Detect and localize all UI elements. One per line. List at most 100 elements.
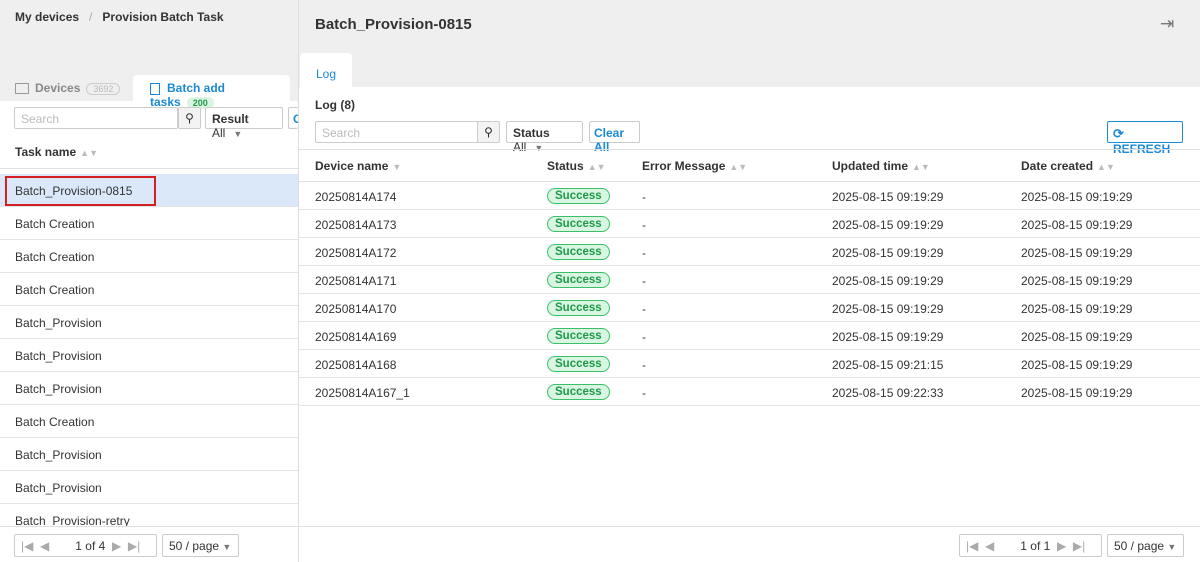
- cell: 2025-08-15 09:19:29: [1021, 386, 1133, 400]
- page-size[interactable]: 50 / page ▼: [1107, 534, 1184, 557]
- task-row[interactable]: Batch Creation: [0, 273, 298, 306]
- task-name: Batch_Provision-0815: [4, 176, 157, 206]
- header-text: Date created: [1021, 159, 1094, 173]
- tab-label: Batch add tasks: [150, 81, 226, 109]
- page-size[interactable]: 50 / page ▼: [162, 534, 239, 557]
- cell: 20250814A173: [315, 218, 397, 232]
- cell: 2025-08-15 09:21:15: [832, 358, 944, 372]
- status-badge: Success: [547, 384, 610, 400]
- search-button[interactable]: ⚲: [477, 121, 500, 143]
- cell: -: [642, 190, 646, 204]
- column-header: Device name ▼: [315, 159, 401, 173]
- task-row[interactable]: Batch_Provision: [0, 306, 298, 339]
- task-row[interactable]: Batch_Provision-0815: [0, 174, 298, 207]
- table-row: 20250814A172 Success - 2025-08-15 09:19:29 2…: [299, 238, 1200, 266]
- table-row: 20250814A169 Success - 2025-08-15 09:19:29 2…: [299, 322, 1200, 350]
- task-row[interactable]: Batch_Provision: [0, 438, 298, 471]
- page-total: of 1: [1030, 539, 1051, 553]
- pagination: |◀ ◀ 1 of 4 ▶ ▶|: [14, 534, 157, 557]
- cell: -: [642, 386, 646, 400]
- table-row: 20250814A174 Success - 2025-08-15 09:19:29 2…: [299, 182, 1200, 210]
- table-row: 20250814A170 Success - 2025-08-15 09:19:29 2…: [299, 294, 1200, 322]
- cell: 20250814A170: [315, 302, 397, 316]
- result-filter[interactable]: Result All ▼: [205, 107, 283, 140]
- tab-devices[interactable]: Devices 3692: [15, 81, 121, 95]
- status-badge: Success: [547, 272, 610, 288]
- sort-icon: ▲▼: [912, 162, 930, 172]
- tab-log[interactable]: Log: [300, 53, 352, 88]
- breadcrumb-current: Provision Batch Task: [102, 10, 224, 24]
- task-name: Batch_Provision: [15, 481, 102, 495]
- breadcrumb: My devices / Provision Batch Task: [15, 10, 224, 24]
- task-row[interactable]: Batch_Provision: [0, 372, 298, 405]
- tab-label: Devices: [35, 81, 81, 95]
- cell: 2025-08-15 09:19:29: [832, 190, 944, 204]
- cell: -: [642, 218, 646, 232]
- right-header: [299, 0, 1200, 87]
- status-filter[interactable]: Status All ▼: [506, 121, 583, 154]
- badge: 200: [186, 97, 214, 109]
- detail-title: Batch_Provision-0815: [315, 16, 472, 33]
- task-name: Batch Creation: [15, 415, 95, 429]
- status-badge: Success: [547, 328, 610, 344]
- search-input[interactable]: Search: [315, 121, 478, 143]
- cell: 2025-08-15 09:22:33: [832, 386, 944, 400]
- task-row[interactable]: Batch_Provision-retry: [0, 504, 298, 526]
- cell: 2025-08-15 09:19:29: [832, 218, 944, 232]
- cell: -: [642, 330, 646, 344]
- header-text: Device name: [315, 159, 389, 173]
- task-row[interactable]: Batch Creation: [0, 207, 298, 240]
- task-row[interactable]: Batch Creation: [0, 405, 298, 438]
- header-text: Updated time: [832, 159, 909, 173]
- column-header: Error Message ▲▼: [642, 159, 747, 173]
- page-total: of 4: [85, 539, 106, 553]
- cell: 2025-08-15 09:19:29: [832, 274, 944, 288]
- page-number[interactable]: 1: [1020, 539, 1027, 553]
- table-row: 20250814A173 Success - 2025-08-15 09:19:29 2…: [299, 210, 1200, 238]
- cell: 20250814A174: [315, 190, 397, 204]
- cell: 2025-08-15 09:19:29: [1021, 218, 1133, 232]
- cell: 2025-08-15 09:19:29: [1021, 274, 1133, 288]
- breadcrumb-link[interactable]: My devices: [15, 10, 80, 24]
- task-row[interactable]: Batch_Provision: [0, 339, 298, 372]
- header-text: Error Message: [642, 159, 726, 173]
- cell: 2025-08-15 09:19:29: [1021, 302, 1133, 316]
- task-name: Batch_Provision: [15, 349, 102, 363]
- refresh-button[interactable]: ⟳ REFRESH: [1107, 121, 1183, 156]
- cell: -: [642, 246, 646, 260]
- cell: 20250814A169: [315, 330, 397, 344]
- table-row: 20250814A167_1 Success - 2025-08-15 09:22:3…: [299, 378, 1200, 406]
- cell: 2025-08-15 09:19:29: [1021, 246, 1133, 260]
- task-name: Batch Creation: [15, 250, 95, 264]
- sort-icon: ▲▼: [729, 162, 748, 172]
- clear-button[interactable]: C: [288, 107, 298, 129]
- separator: /: [89, 10, 93, 24]
- clear-button[interactable]: Clear All: [589, 121, 640, 154]
- cell: 20250814A171: [315, 274, 397, 288]
- page-size-text: 50 / page: [1114, 539, 1165, 553]
- close-icon[interactable]: ⇥: [1160, 14, 1175, 33]
- cell: 2025-08-15 09:19:29: [1021, 190, 1133, 204]
- cell: -: [642, 274, 646, 288]
- header-text: Task name: [15, 145, 77, 159]
- filter-label: Status: [513, 126, 550, 140]
- sort-icon: ▼: [392, 162, 402, 172]
- page-size-text: 50 / page: [169, 539, 220, 553]
- task-name: Batch_Provision: [15, 316, 102, 330]
- task-name: Batch_Provision-retry: [15, 514, 130, 526]
- filter-value: All: [513, 140, 527, 154]
- cell: 20250814A172: [315, 246, 397, 260]
- task-name: Batch_Provision: [15, 448, 102, 462]
- cell: 2025-08-15 09:19:29: [832, 302, 944, 316]
- table-row: 20250814A168 Success - 2025-08-15 09:21:15 2…: [299, 350, 1200, 378]
- page-number[interactable]: 1: [75, 539, 82, 553]
- search-button[interactable]: ⚲: [178, 107, 201, 129]
- task-row[interactable]: Batch Creation: [0, 240, 298, 273]
- search-input[interactable]: Search: [14, 107, 178, 129]
- task-row[interactable]: Batch_Provision: [0, 471, 298, 504]
- status-badge: Success: [547, 216, 610, 232]
- tab-batch[interactable]: Batch add tasks 200: [133, 75, 290, 109]
- status-badge: Success: [547, 244, 610, 260]
- cell: 2025-08-15 09:19:29: [832, 246, 944, 260]
